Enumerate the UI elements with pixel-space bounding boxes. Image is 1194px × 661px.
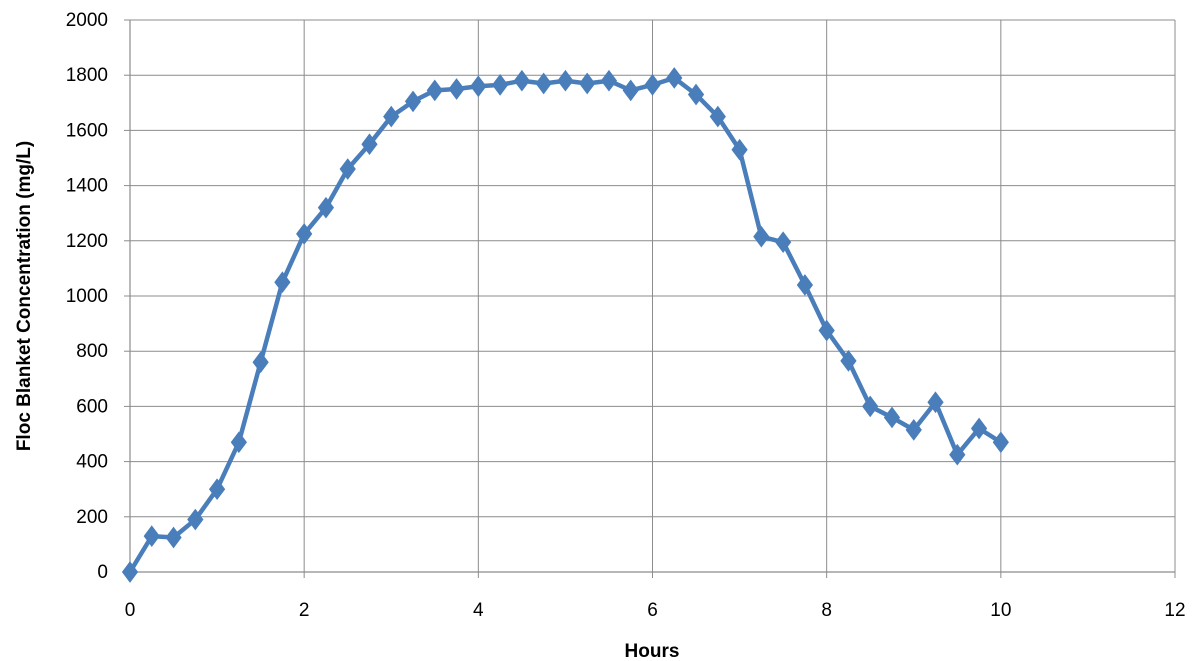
y-tick-label: 400	[76, 452, 108, 473]
y-tick-label: 200	[76, 507, 108, 528]
x-tick-label: 8	[821, 600, 832, 621]
x-tick-label: 0	[125, 600, 136, 621]
x-axis-title: Hours	[625, 641, 680, 661]
y-axis-title: Floc Blanket Concentration (mg/L)	[14, 141, 35, 451]
x-tick-label: 4	[473, 600, 484, 621]
y-tick-label: 1200	[66, 231, 108, 252]
y-tick-label: 0	[97, 562, 108, 583]
y-tick-label: 1400	[66, 176, 108, 197]
y-tick-label: 1800	[66, 65, 108, 86]
y-tick-label: 1000	[66, 286, 108, 307]
y-tick-label: 600	[76, 396, 108, 417]
x-tick-label: 6	[647, 600, 658, 621]
x-tick-label: 10	[990, 600, 1011, 621]
y-tick-label: 1600	[66, 120, 108, 141]
x-tick-label: 12	[1164, 600, 1185, 621]
x-tick-label: 2	[299, 600, 310, 621]
y-tick-label: 2000	[66, 10, 108, 31]
y-tick-label: 800	[76, 341, 108, 362]
